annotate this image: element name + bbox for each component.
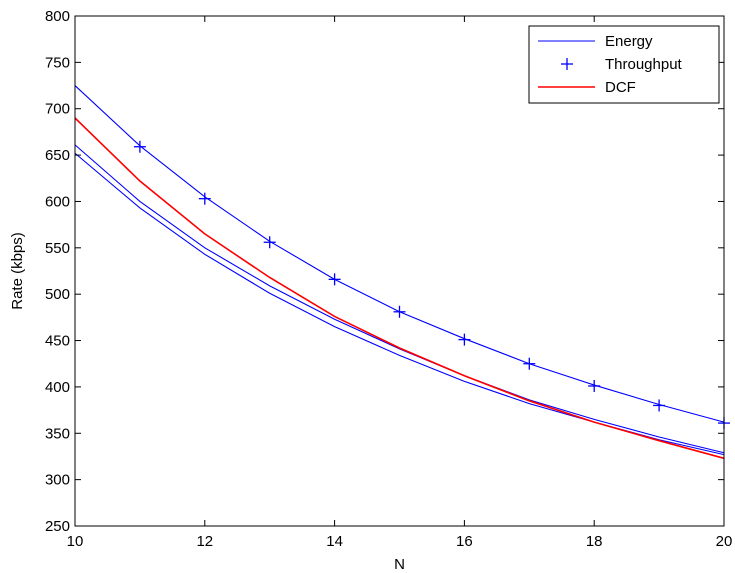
axes: 10 12 14 16 18 20 250 300 350 400 450 500 550 600 650 7… <box>45 8 732 550</box>
x-tick-label: 14 <box>326 533 343 550</box>
throughput-marker <box>393 305 406 318</box>
legend: Energy Throughput DCF <box>528 25 720 104</box>
x-axis-label: N <box>394 556 405 573</box>
y-tick-label: 300 <box>45 472 70 489</box>
legend-entry-energy: Energy <box>538 33 653 50</box>
energy-line-2 <box>74 152 725 456</box>
y-tick-label: 750 <box>45 54 70 71</box>
x-tick-label: 10 <box>67 533 84 550</box>
legend-label: Energy <box>605 33 653 50</box>
energy-line-1 <box>74 144 725 454</box>
y-tick-label: 350 <box>45 425 70 442</box>
energy-line-0 <box>74 85 725 423</box>
x-tick-label: 20 <box>716 533 733 550</box>
x-tick-label: 16 <box>456 533 473 550</box>
x-tick-label: 18 <box>586 533 603 550</box>
throughput-marker <box>458 333 471 346</box>
y-axis-label: Rate (kbps) <box>9 232 26 310</box>
throughput-marker <box>198 192 211 205</box>
throughput-marker <box>523 357 536 370</box>
throughput-marker <box>588 379 601 392</box>
x-tick-label: 12 <box>196 533 213 550</box>
plot-area <box>74 85 730 460</box>
y-tick-label: 800 <box>45 8 70 25</box>
y-tick-label: 550 <box>45 240 70 257</box>
y-tick-label: 450 <box>45 333 70 350</box>
legend-label: Throughput <box>605 56 683 73</box>
y-tick-label: 600 <box>45 193 70 210</box>
legend-entries: Energy Throughput DCF <box>538 33 683 96</box>
legend-entry-dcf: DCF <box>538 79 636 96</box>
y-tick-label: 400 <box>45 379 70 396</box>
y-tick-label: 250 <box>45 518 70 535</box>
plot-frame <box>74 15 725 527</box>
throughput-marker <box>328 273 341 286</box>
dcf-line-4 <box>74 117 725 460</box>
legend-entry-throughput: Throughput <box>561 56 683 73</box>
throughput-marker <box>653 399 666 412</box>
y-tick-label: 500 <box>45 286 70 303</box>
legend-box <box>528 25 720 104</box>
throughput-marker <box>133 140 146 153</box>
legend-label: DCF <box>605 79 636 96</box>
y-tick-label: 650 <box>45 147 70 164</box>
throughput-marker <box>263 236 276 249</box>
y-tick-label: 700 <box>45 101 70 118</box>
legend-swatch <box>561 58 573 70</box>
